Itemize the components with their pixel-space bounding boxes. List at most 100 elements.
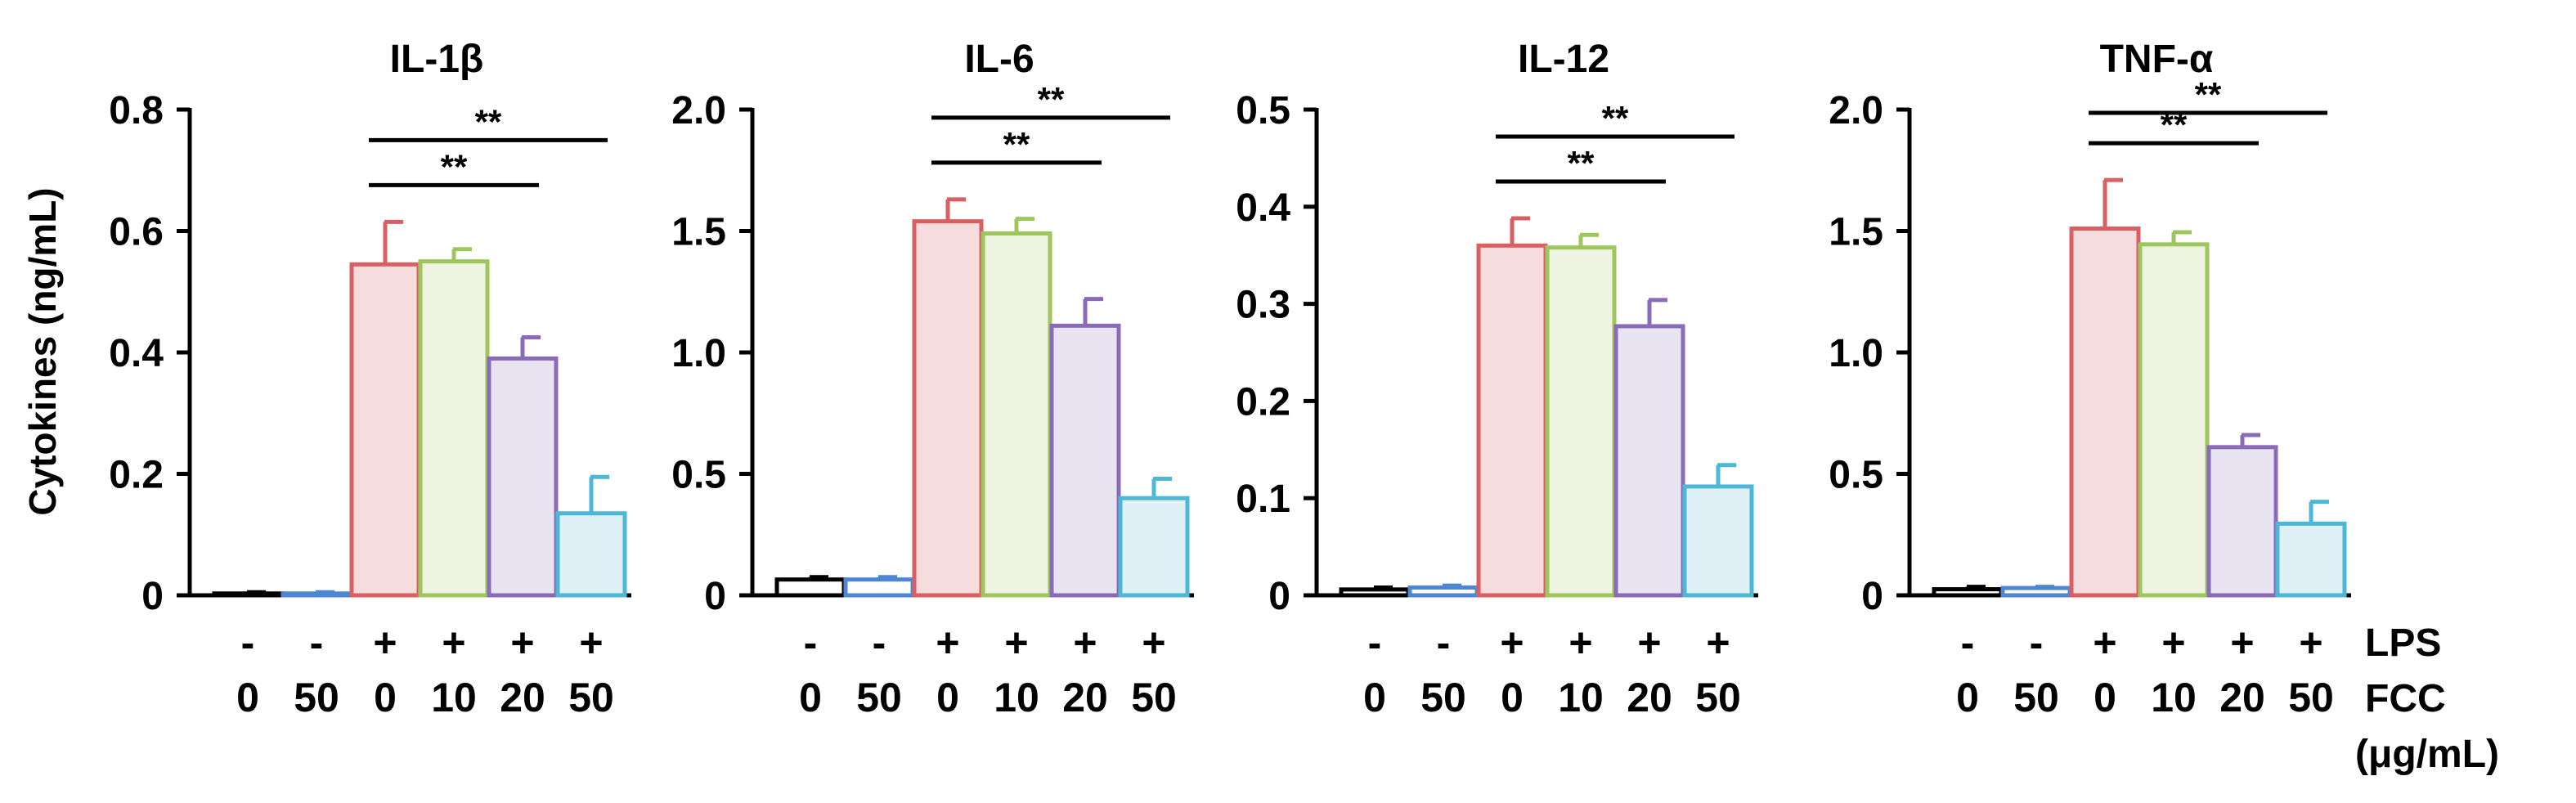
significance-label: ** [1003, 125, 1030, 164]
lps-marker: + [936, 620, 959, 666]
bar [2206, 445, 2278, 598]
bar [1476, 243, 1548, 598]
lps-marker: - [873, 620, 886, 666]
bar [555, 511, 627, 598]
bar [912, 219, 984, 598]
y-tick-label: 1.5 [1829, 211, 1883, 254]
y-tick-label: 1.5 [671, 211, 726, 254]
bar [981, 231, 1052, 598]
lps-marker: + [1568, 620, 1592, 666]
lps-marker: + [2093, 620, 2116, 666]
bar [843, 577, 915, 598]
y-tick-label: 0.5 [1236, 89, 1290, 132]
lps-row-label: LPS [2365, 621, 2441, 665]
y-tick-label: 2.0 [671, 89, 726, 132]
y-tick-label: 0.4 [109, 332, 164, 375]
chart-panel-3: IL-12 0 0.1 0.2 0.3 0.4 0.5 **** - - + + + +0 50 0 10 20 5… [1236, 38, 1758, 720]
significance-label: ** [475, 102, 502, 141]
chart-panel-4: TNF-α00.51.01.52.0 ****- - + + + +0 50 0 10 20 50 [1829, 38, 2351, 720]
significance-label: ** [1602, 99, 1629, 137]
chart-title: IL-1β [390, 38, 484, 81]
bar [1118, 496, 1190, 598]
bar [1682, 484, 1754, 598]
significance-label: ** [1568, 144, 1595, 182]
lps-marker: + [2230, 620, 2254, 666]
bar [1407, 585, 1479, 598]
lps-marker: - [241, 620, 255, 666]
y-tick-label: 0.3 [1236, 284, 1290, 327]
lps-marker: + [2161, 620, 2185, 666]
y-tick-label: 1.0 [1829, 332, 1883, 375]
unit-label: (μg/mL) [2355, 733, 2499, 776]
significance-label: ** [441, 147, 468, 186]
bar [2000, 585, 2072, 598]
y-tick-label: 0.1 [1236, 478, 1290, 521]
fcc-value: 0 [374, 675, 397, 720]
lps-marker: + [1637, 620, 1661, 666]
fcc-value: 50 [294, 675, 339, 720]
fcc-value: 50 [856, 675, 902, 720]
lps-marker: + [1004, 620, 1028, 666]
bar [349, 262, 421, 598]
bar [418, 259, 490, 598]
y-tick-label: 1.0 [671, 332, 726, 375]
lps-marker: - [1368, 620, 1382, 666]
y-tick-label: 0.5 [671, 454, 726, 497]
lps-marker: + [510, 620, 534, 666]
bar [1545, 245, 1617, 598]
fcc-value: 0 [1363, 675, 1386, 720]
bar [1932, 587, 2004, 598]
lps-marker: - [804, 620, 818, 666]
bar [774, 577, 846, 598]
y-tick-label: 0.2 [1236, 380, 1290, 424]
fcc-value: 10 [431, 675, 477, 720]
significance-label: ** [1038, 80, 1065, 119]
fcc-value: 50 [2288, 675, 2334, 720]
bar [2275, 521, 2347, 598]
bar [487, 356, 559, 598]
y-tick-label: 0 [704, 575, 726, 618]
fcc-value: 50 [1420, 675, 1466, 720]
lps-marker: + [1073, 620, 1097, 666]
fcc-value: 10 [1558, 675, 1604, 720]
fcc-value: 10 [994, 675, 1039, 720]
fcc-value: 50 [568, 675, 614, 720]
fcc-value: 0 [1501, 675, 1524, 720]
lps-marker: - [2030, 620, 2044, 666]
chart-panel-2: IL-6 0 0.5 1.0 1.5 2.0 **** - - + + + +0 50 0 10 20 50 [671, 38, 1194, 720]
fcc-value: 20 [1062, 675, 1108, 720]
y-tick-label: 0.4 [1236, 186, 1290, 230]
fcc-value: 20 [500, 675, 545, 720]
fcc-value: 50 [1131, 675, 1177, 720]
chart-title: TNF-α [2100, 38, 2214, 81]
fcc-value: 20 [1627, 675, 1672, 720]
significance-label: ** [2195, 75, 2222, 114]
chart-panel-1: IL-1β 0 0.2 0.4 0.6 0.8 **** - - + + + +0 50 0 10 20 50 [109, 38, 631, 720]
bar [2069, 227, 2141, 598]
chart-title: IL-12 [1518, 38, 1609, 81]
lps-marker: + [373, 620, 397, 666]
bar [1613, 324, 1685, 598]
y-tick-label: 0 [1861, 575, 1883, 618]
y-tick-label: 0.6 [109, 211, 164, 254]
fcc-value: 0 [1956, 675, 1979, 720]
bar [1049, 323, 1121, 598]
y-tick-label: 0.5 [1829, 454, 1883, 497]
bar [2138, 242, 2210, 598]
lps-marker: + [2299, 620, 2322, 666]
fcc-value: 50 [1695, 675, 1741, 720]
y-tick-label: 2.0 [1829, 89, 1883, 132]
fcc-value: 0 [799, 675, 822, 720]
y-tick-label: 0.8 [109, 89, 164, 132]
lps-marker: + [579, 620, 603, 666]
fcc-value: 10 [2151, 675, 2197, 720]
lps-marker: + [1500, 620, 1524, 666]
lps-marker: + [1142, 620, 1165, 666]
y-tick-label: 0 [141, 575, 164, 618]
fcc-value: 20 [2219, 675, 2265, 720]
fcc-value: 0 [236, 675, 259, 720]
y-tick-label: 0.2 [109, 454, 164, 497]
fcc-row-label: FCC [2365, 677, 2446, 720]
